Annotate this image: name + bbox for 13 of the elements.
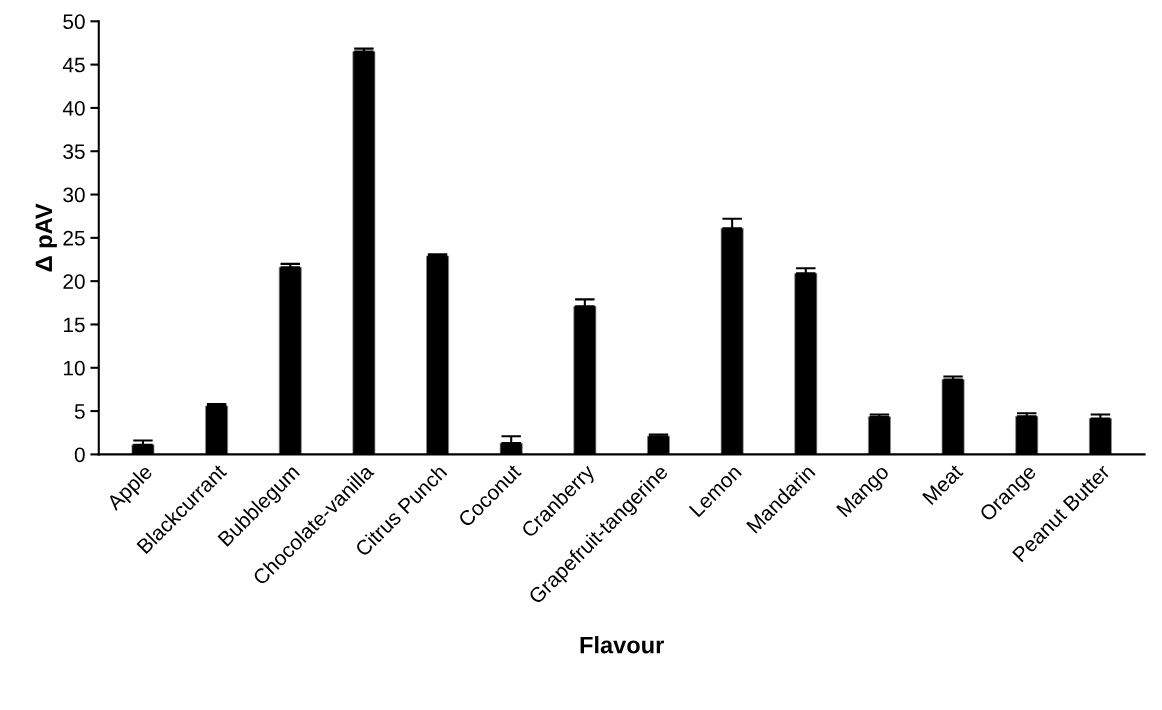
y-tick-label: 25 <box>63 230 85 246</box>
y-axis-title: Δ pAV <box>35 203 57 272</box>
y-tick-label: 30 <box>63 187 85 203</box>
y-tick-label: 20 <box>63 274 85 289</box>
y-tick-label: 40 <box>62 100 85 116</box>
y-tick-label: 15 <box>63 317 85 333</box>
y-tick-label: 35 <box>63 144 85 159</box>
y-tick-label: 45 <box>62 57 85 73</box>
y-tick-label: 5 <box>74 404 85 419</box>
y-tick-label: 10 <box>63 360 85 376</box>
y-tick-label: 0 <box>74 447 85 463</box>
x-axis-title: Flavour <box>580 636 664 654</box>
y-tick-label: 50 <box>63 14 85 30</box>
